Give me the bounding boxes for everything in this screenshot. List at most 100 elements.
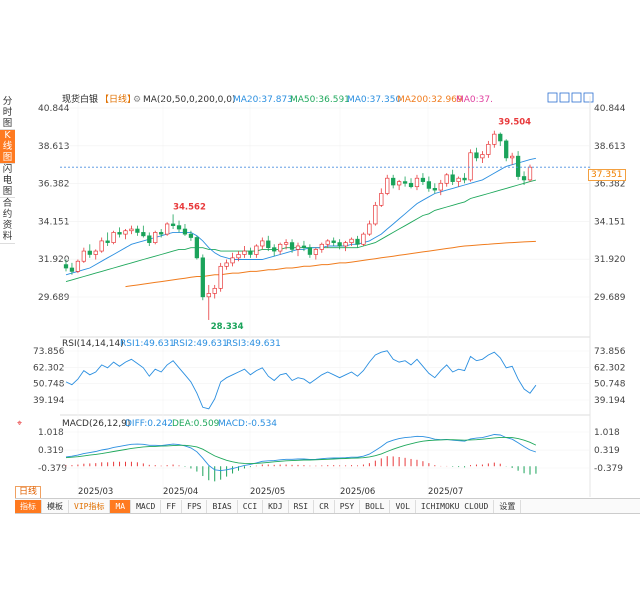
x-tick-label: 2025/07 bbox=[428, 487, 463, 497]
candle-body bbox=[504, 140, 509, 159]
candles bbox=[63, 130, 533, 320]
target-icon[interactable]: ⌖ bbox=[17, 419, 22, 429]
candle-body bbox=[75, 260, 81, 272]
ma200-value: MA200:32.969 bbox=[397, 95, 463, 105]
candle-body bbox=[141, 232, 146, 237]
macd-ytick-right: -0.379 bbox=[594, 464, 623, 474]
toolbar-item[interactable]: ICHIMOKU CLOUD bbox=[416, 499, 495, 513]
candle-body bbox=[408, 182, 414, 188]
current-price-tag: 37.351 bbox=[588, 169, 626, 181]
candle-body bbox=[462, 177, 467, 181]
macd-ytick-right: 1.018 bbox=[594, 428, 620, 438]
zoom-out-icon[interactable] bbox=[559, 92, 570, 103]
toolbar-item[interactable]: BOLL bbox=[360, 499, 391, 513]
toolbar-item[interactable]: MACD bbox=[131, 499, 162, 513]
symbol-label: 现货白银 bbox=[62, 93, 98, 105]
rsi-ytick-right: 73.856 bbox=[594, 347, 626, 357]
rsi-ytick-left: 50.748 bbox=[33, 380, 65, 390]
candle-body bbox=[206, 293, 211, 298]
candle-body bbox=[391, 177, 396, 186]
toolbar-item[interactable]: MA bbox=[110, 499, 132, 513]
toolbar-item[interactable]: FF bbox=[161, 499, 182, 513]
candle-body bbox=[272, 247, 277, 252]
candle-body bbox=[414, 177, 420, 188]
main-ytick-left: 38.613 bbox=[38, 142, 70, 152]
rsi1-value: RSI1:49.631 bbox=[120, 339, 175, 349]
toolbar-item[interactable]: 指标 bbox=[15, 499, 42, 513]
macd-ytick-left: 1.018 bbox=[38, 428, 64, 438]
candle-body bbox=[444, 174, 449, 184]
candle-body bbox=[426, 181, 432, 189]
macd-ytick-left: -0.379 bbox=[38, 464, 67, 474]
toolbar-item[interactable]: CR bbox=[314, 499, 335, 513]
toolbar-item[interactable]: FPS bbox=[182, 499, 208, 513]
candle-body bbox=[474, 152, 479, 159]
pan-left-icon[interactable] bbox=[571, 92, 582, 103]
candle-body bbox=[498, 133, 503, 142]
candle-body bbox=[367, 223, 372, 235]
candle-body bbox=[266, 240, 271, 249]
candle-body bbox=[123, 230, 128, 235]
main-ytick-left: 31.920 bbox=[38, 255, 70, 265]
pan-right-icon[interactable] bbox=[583, 92, 594, 103]
rsi1-path bbox=[65, 350, 537, 410]
toolbar-item[interactable]: KDJ bbox=[263, 499, 289, 513]
dea-value: DEA:0.509 bbox=[172, 419, 220, 429]
zoom-controls[interactable] bbox=[547, 92, 594, 103]
side-tab-kline[interactable]: K线图 bbox=[0, 130, 15, 164]
rsi-label: RSI(14,14,14) bbox=[62, 339, 124, 349]
side-tab-contract-info[interactable]: 合约资料 bbox=[0, 198, 15, 244]
toolbar-item[interactable]: CCI bbox=[238, 499, 264, 513]
candle-body bbox=[337, 242, 342, 247]
rsi3-value: RSI3:49.631 bbox=[226, 339, 281, 349]
candle-body bbox=[182, 228, 188, 235]
ma0b-value: MA0:37. bbox=[456, 95, 493, 105]
ma50-value: MA50:36.591 bbox=[290, 95, 350, 105]
toolbar-item[interactable]: RSI bbox=[289, 499, 315, 513]
grid bbox=[60, 96, 590, 497]
ma-label: MA(20,50,0,200,0,0) bbox=[143, 95, 236, 105]
toolbar-item[interactable]: 模板 bbox=[42, 499, 69, 513]
toolbar-item[interactable]: PSY bbox=[335, 499, 361, 513]
dea-path bbox=[65, 436, 537, 465]
candle-body bbox=[438, 182, 443, 191]
diff-path bbox=[65, 434, 537, 472]
candle-body bbox=[81, 250, 86, 262]
candle-body bbox=[188, 233, 194, 238]
candle-body bbox=[69, 267, 75, 272]
settings-icon[interactable]: ⚙ bbox=[133, 95, 141, 105]
ma20-value: MA20:37.873 bbox=[233, 95, 293, 105]
toolbar-item[interactable]: BIAS bbox=[207, 499, 238, 513]
candle-body bbox=[212, 287, 217, 294]
candle-body bbox=[200, 257, 205, 298]
main-y-axis: 40.844 40.844 38.613 38.613 36.382 36.382 34.1… bbox=[38, 104, 626, 303]
zoom-in-icon[interactable] bbox=[547, 92, 558, 103]
candle-body bbox=[254, 245, 259, 255]
ma200-path bbox=[125, 240, 536, 288]
side-tab-timeshare[interactable]: 分时图 bbox=[0, 96, 15, 130]
side-tab-flash[interactable]: 闪电图 bbox=[0, 164, 15, 198]
candle-body bbox=[153, 232, 158, 243]
main-ytick-right: 31.920 bbox=[594, 255, 626, 265]
candle-body bbox=[218, 265, 223, 289]
candle-body bbox=[396, 181, 402, 186]
macd-label: MACD(26,12,9) bbox=[62, 419, 130, 429]
candle-body bbox=[325, 240, 330, 245]
ma20-line bbox=[65, 157, 536, 276]
macd-ytick-left: 0.319 bbox=[38, 446, 64, 456]
annotation-high-1: 34.562 bbox=[173, 202, 206, 212]
candle-body bbox=[307, 247, 313, 255]
rsi-ytick-right: 39.194 bbox=[594, 396, 626, 406]
x-tick-label: 2025/04 bbox=[163, 487, 198, 497]
candle-body bbox=[135, 228, 140, 233]
indicator-toolbar: 指标 模板 VIP指标 MA MACD FF FPS BIAS CCI KDJ RSI CR PSY BO… bbox=[15, 498, 640, 514]
toolbar-item[interactable]: 设置 bbox=[494, 499, 522, 513]
candle-body bbox=[402, 181, 408, 184]
ma0-value: MA0:37.350 bbox=[347, 95, 401, 105]
candle-body bbox=[468, 152, 473, 181]
candle-body bbox=[230, 257, 235, 264]
toolbar-item[interactable]: VIP指标 bbox=[69, 499, 111, 513]
main-ytick-right: 36.382 bbox=[594, 180, 626, 190]
toolbar-item[interactable]: VOL bbox=[390, 499, 416, 513]
